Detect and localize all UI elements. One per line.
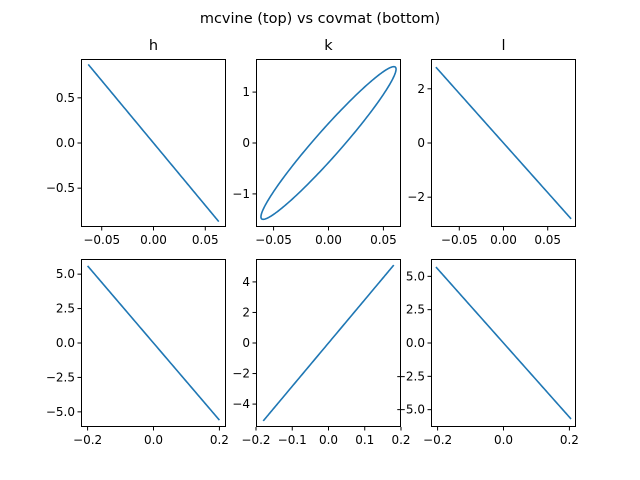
x-tick-label: 0.0 xyxy=(144,433,163,447)
y-tick-label: −4 xyxy=(232,397,250,411)
x-tick-label: 0.2 xyxy=(560,433,579,447)
axes-frame xyxy=(256,59,401,227)
ellipse-series-line xyxy=(87,265,220,421)
subplot-3: −0.05 0.00 0.05 −2 0 2 l xyxy=(407,38,576,247)
y-tick-label: −2.5 xyxy=(396,369,425,383)
y-tick-label: −5.0 xyxy=(396,403,425,417)
x-tick-label: 0.05 xyxy=(192,233,219,247)
subplot-1: −0.05 0.00 0.05 −0.5 0.0 0.5 h xyxy=(46,38,226,247)
x-tick-label: 0.00 xyxy=(490,233,517,247)
ellipse-series-line xyxy=(435,66,572,220)
y-tick-label: 5.0 xyxy=(406,269,425,283)
y-tick-label: 0 xyxy=(242,136,250,150)
x-tick-label: 0.2 xyxy=(210,433,229,447)
y-tick-label: 2.5 xyxy=(406,303,425,317)
y-tick-label: 4 xyxy=(242,275,250,289)
ellipse-series-line xyxy=(435,266,572,420)
subplot-2: −0.05 0.00 0.05 −1 0 1 k xyxy=(232,38,401,247)
y-tick-label: 0 xyxy=(417,136,425,150)
y-tick-label: 0.0 xyxy=(56,336,75,350)
x-tick-label: 0.05 xyxy=(370,233,397,247)
y-tick-label: 2 xyxy=(417,82,425,96)
x-tick-label: 0.0 xyxy=(319,433,338,447)
x-tick-label: 0.05 xyxy=(534,233,561,247)
y-tick-label: 5.0 xyxy=(56,267,75,281)
ellipse-series-line xyxy=(87,63,220,223)
y-tick-label: 0.0 xyxy=(56,136,75,150)
x-tick-label: −0.2 xyxy=(241,433,270,447)
subplot-grid: −0.05 0.00 0.05−0.50.00.5h−0.05 0.00 0.05−10… xyxy=(46,38,579,447)
x-tick-label: −0.2 xyxy=(73,433,102,447)
y-tick-label: 2 xyxy=(242,305,250,319)
y-tick-label: 0.5 xyxy=(56,91,75,105)
y-tick-label: 0 xyxy=(242,336,250,350)
y-tick-label: −2 xyxy=(407,190,425,204)
y-tick-label: −0.5 xyxy=(46,181,75,195)
x-tick-label: 0.00 xyxy=(315,233,342,247)
axes-frame xyxy=(256,259,401,427)
x-tick-label: −0.05 xyxy=(255,233,292,247)
x-tick-label: 0.1 xyxy=(355,433,374,447)
y-tick-label: 2.5 xyxy=(56,302,75,316)
x-tick-label: −0.2 xyxy=(423,433,452,447)
y-tick-label: −5.0 xyxy=(46,405,75,419)
x-tick-label: −0.05 xyxy=(441,233,478,247)
x-tick-label: 0.2 xyxy=(391,433,410,447)
x-tick-label: −0.1 xyxy=(278,433,307,447)
axes-frame xyxy=(81,59,226,227)
x-tick-label: −0.05 xyxy=(83,233,120,247)
x-tick-label: 0.00 xyxy=(140,233,167,247)
figure-suptitle: mcvine (top) vs covmat (bottom) xyxy=(200,11,440,27)
axes-frame xyxy=(81,259,226,427)
subplot-title: h xyxy=(149,38,158,54)
ellipse-series-line xyxy=(262,264,395,422)
x-tick-label: 0.0 xyxy=(494,433,513,447)
ellipse-series-line xyxy=(260,65,397,221)
subplot-title: l xyxy=(501,38,505,54)
y-tick-label: −2 xyxy=(232,367,250,381)
y-tick-label: −2.5 xyxy=(46,370,75,384)
axes-frame xyxy=(431,259,576,427)
subplot-5: −0.2 −0.1 0.0 0.1 0.2 −4 −2 0 2 4 xyxy=(232,259,411,447)
y-tick-label: 1 xyxy=(242,85,250,99)
subplot-title: k xyxy=(324,38,333,54)
y-tick-label: −1 xyxy=(232,187,250,201)
axes-frame xyxy=(431,59,576,227)
subplot-6: −0.2 0.0 0.2 −5.0 −2.5 0.0 2.5 5.0 xyxy=(396,259,579,447)
subplot-4: −0.2 0.0 0.2 −5.0 −2.5 0.0 2.5 5.0 xyxy=(46,259,229,447)
y-tick-label: 0.0 xyxy=(406,336,425,350)
